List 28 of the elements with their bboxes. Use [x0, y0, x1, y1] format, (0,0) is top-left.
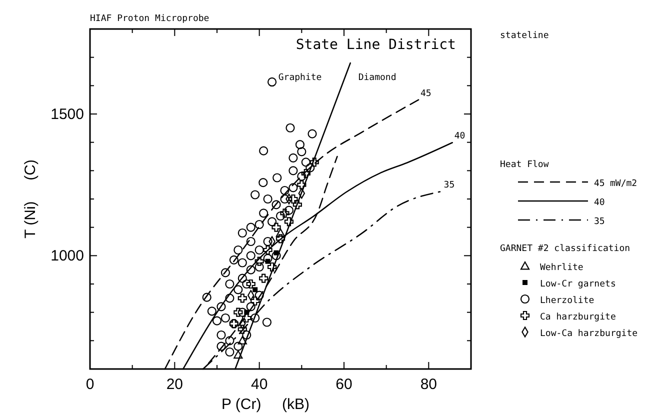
text: HIAF Proton Microprobe — [90, 14, 210, 24]
text: 40 — [594, 198, 605, 208]
legend-label: Low-Cr garnets — [540, 280, 616, 290]
series-label: 35 — [444, 180, 455, 190]
x-tick-label: 60 — [336, 376, 352, 393]
text: stateline — [500, 31, 549, 41]
text: 45 — [594, 179, 605, 189]
legend-label: Ca harzburgite — [540, 312, 616, 322]
legend-label: Lherzolite — [540, 296, 594, 306]
y-tick-label: 1500 — [50, 106, 84, 123]
series-label: 40 — [454, 132, 466, 142]
legend-title: GARNET #2 classification — [500, 244, 630, 254]
x-tick-label: 20 — [166, 376, 184, 393]
legend-label: Wehrlite — [540, 263, 584, 273]
annotation: Diamond — [358, 73, 396, 83]
text: mW/m2 — [610, 179, 638, 189]
x-tick-label: 0 — [86, 376, 94, 393]
y-tick-label: 1000 — [50, 248, 84, 265]
annotation: Graphite — [278, 73, 322, 83]
x-axis-title: P (Cr) (kB) — [221, 396, 310, 413]
series-label: 45 — [420, 88, 432, 99]
text: 35 — [594, 217, 605, 227]
y-axis-title: T (Ni) (C) — [22, 160, 39, 238]
text: State Line District — [296, 37, 456, 53]
text: Heat Flow — [500, 160, 550, 170]
x-tick-label: 40 — [250, 376, 268, 393]
legend-label: Low-Ca harzburgite — [540, 329, 638, 339]
x-tick-label: 80 — [420, 376, 438, 393]
